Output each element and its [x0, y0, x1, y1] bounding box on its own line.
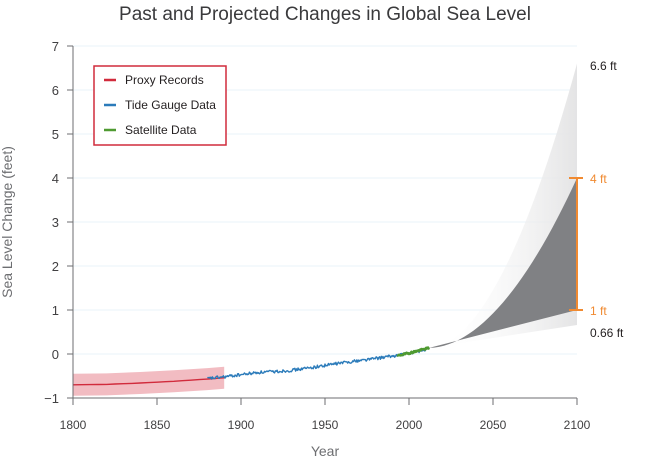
- x-axis-label: Year: [311, 443, 340, 459]
- series-line-proxy-records: [72, 377, 225, 386]
- annotations: 6.6 ft 4 ft 1 ft 0.66 ft: [569, 59, 624, 340]
- x-tick-label: 1900: [228, 418, 255, 432]
- y-tick-label: −1: [44, 391, 59, 406]
- y-tick-label: 6: [52, 83, 59, 98]
- x-tick-label: 1800: [60, 418, 87, 432]
- projection-likely-range: [429, 178, 577, 348]
- y-tick-label: 4: [52, 171, 59, 186]
- series-layer: [72, 346, 431, 396]
- legend-label: Proxy Records: [125, 73, 204, 87]
- x-tick-label: 2050: [480, 418, 507, 432]
- annotation-label: 4 ft: [590, 172, 607, 186]
- legend-label: Tide Gauge Data: [125, 98, 216, 112]
- y-tick-label: 1: [52, 303, 59, 318]
- y-tick-label: 0: [52, 347, 59, 362]
- legend: Proxy Records Tide Gauge Data Satellite Da…: [93, 65, 227, 146]
- annotation-label: 6.6 ft: [590, 59, 617, 73]
- y-tick-label: 2: [52, 259, 59, 274]
- annotation-label: 1 ft: [590, 304, 607, 318]
- projection-layer: [429, 63, 577, 348]
- series-line-satellite-data: [396, 346, 431, 357]
- series-line-tide-gauge-data: [207, 348, 427, 380]
- annotation-label: 0.66 ft: [590, 326, 624, 340]
- y-tick-label: 3: [52, 215, 59, 230]
- x-tick-label: 2100: [564, 418, 591, 432]
- x-tick-label: 1850: [144, 418, 171, 432]
- chart-title: Past and Projected Changes in Global Sea…: [119, 4, 531, 25]
- y-tick-label: 5: [52, 127, 59, 142]
- y-tick-label: 7: [52, 39, 59, 54]
- x-tick-label: 1950: [312, 418, 339, 432]
- legend-label: Satellite Data: [125, 123, 197, 137]
- x-tick-label: 2000: [396, 418, 423, 432]
- axes: −1 0 1 2 3 4 5 6 7 1800 1850 1900 1950 2000 2050 2100: [44, 39, 590, 432]
- proxy-uncertainty-band: [73, 366, 225, 396]
- y-axis-label: Sea Level Change (feet): [0, 146, 15, 298]
